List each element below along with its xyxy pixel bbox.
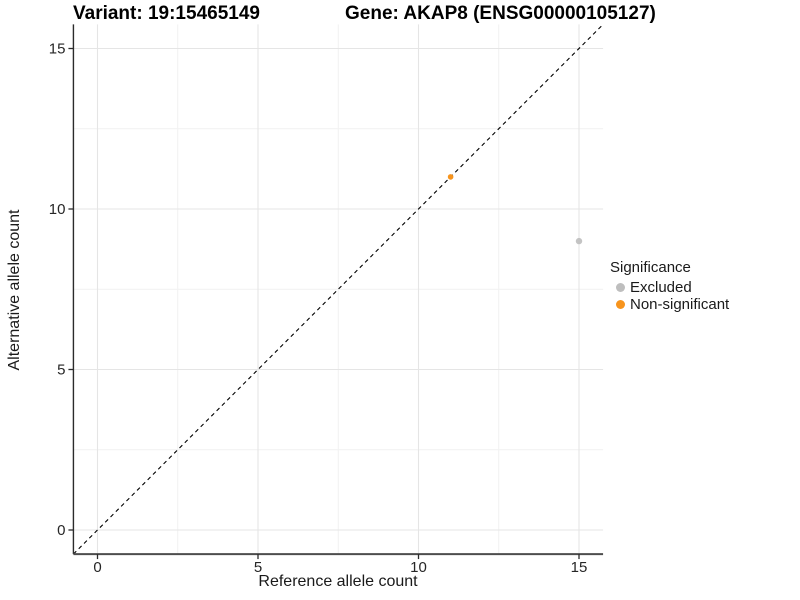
gene-title: Gene: AKAP8 (ENSG00000105127) — [345, 3, 656, 24]
legend-item-label: Non-significant — [630, 296, 730, 313]
data-point — [575, 237, 583, 245]
legend-items: Excluded Non-significant — [610, 279, 729, 313]
x-tick-label: 0 — [93, 559, 101, 576]
y-tick-label: 0 — [57, 522, 65, 539]
legend-item-label: Excluded — [630, 279, 692, 296]
y-tick-label: 15 — [49, 41, 66, 58]
legend-item: Non-significant — [610, 296, 729, 313]
x-tick-label: 15 — [571, 559, 588, 576]
legend-item: Excluded — [610, 279, 729, 296]
variant-title: Variant: 19:15465149 — [73, 3, 260, 24]
x-tick-label: 10 — [410, 559, 427, 576]
data-point — [447, 174, 454, 180]
legend-key-dot — [616, 300, 625, 309]
y-axis-title: Alternative allele count — [6, 209, 23, 371]
legend-title: Significance — [610, 259, 691, 276]
identity-line — [73, 24, 604, 555]
y-tick-label: 5 — [57, 362, 65, 379]
legend: Significance Excluded Non-significant — [610, 259, 729, 313]
x-tick-label: 5 — [254, 559, 262, 576]
x-axis-title: Reference allele count — [258, 573, 418, 590]
legend-key-dot — [616, 283, 625, 292]
y-tick-label: 10 — [49, 201, 66, 218]
